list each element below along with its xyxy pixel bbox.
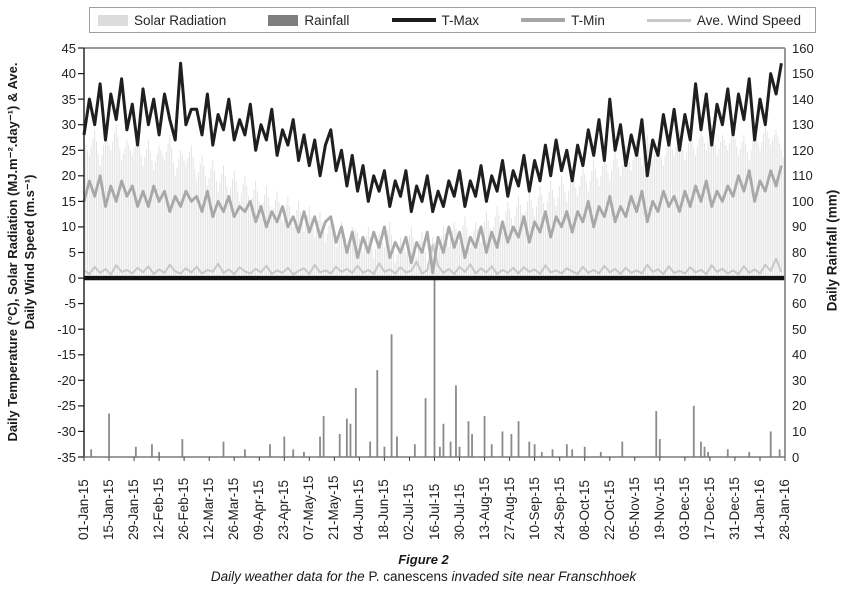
figure-caption: Figure 2 Daily weather data for the P. c… bbox=[0, 552, 847, 584]
rainfall-bars bbox=[90, 278, 781, 458]
legend-item-tmin: T-Min bbox=[521, 13, 605, 28]
x-axis-tick-label: 15-Jan-15 bbox=[101, 479, 117, 540]
x-axis-tick-label: 24-Sep-15 bbox=[551, 476, 567, 540]
left-axis-tick-label: -20 bbox=[57, 372, 76, 388]
x-axis-tick-label: 28-Jan-16 bbox=[777, 479, 792, 540]
legend-item-tmax: T-Max bbox=[391, 12, 480, 28]
right-axis-tick-label: 20 bbox=[792, 398, 807, 414]
right-axis-tick-label: 140 bbox=[792, 91, 814, 107]
left-axis-tick-label: 40 bbox=[61, 66, 76, 82]
x-axis-tick-label: 14-Jan-16 bbox=[751, 479, 767, 540]
x-axis-tick-label: 21-May-15 bbox=[326, 475, 342, 540]
right-axis-tick-label: 120 bbox=[792, 142, 814, 158]
left-axis-tick-label: -5 bbox=[64, 296, 76, 312]
x-axis-tick-label: 07-May-15 bbox=[301, 475, 317, 540]
legend-label: T-Min bbox=[571, 12, 605, 28]
x-axis-tick-label: 12-Feb-15 bbox=[151, 477, 167, 540]
legend-label: Ave. Wind Speed bbox=[696, 12, 801, 28]
left-axis-tick-label: -30 bbox=[57, 423, 76, 439]
left-axis-tick-label: 10 bbox=[61, 219, 76, 235]
x-axis-tick-label: 05-Nov-15 bbox=[626, 476, 642, 540]
x-axis-tick-label: 09-Apr-15 bbox=[251, 479, 267, 540]
right-axis-tick-label: 40 bbox=[792, 347, 807, 363]
left-axis-tick-label: 0 bbox=[68, 270, 76, 286]
left-axis-tick-label: -10 bbox=[57, 321, 76, 337]
right-axis-tick-label: 130 bbox=[792, 117, 814, 133]
left-axis-tick-label: -35 bbox=[57, 449, 76, 465]
wind-speed-line-swatch-icon bbox=[646, 18, 691, 22]
x-axis-tick-label: 23-Apr-15 bbox=[276, 479, 292, 540]
left-axis-tick-label: 20 bbox=[61, 168, 76, 184]
right-axis-tick-label: 30 bbox=[792, 372, 807, 388]
right-axis-tick-label: 80 bbox=[792, 245, 807, 260]
wind-speed-line bbox=[83, 243, 783, 276]
species-name: P. canescens bbox=[368, 569, 448, 584]
x-axis-tick-label: 26-Feb-15 bbox=[176, 477, 192, 540]
x-axis-tick-label: 18-Jun-15 bbox=[376, 479, 392, 540]
right-axis-tick-label: 0 bbox=[792, 449, 800, 465]
right-axis-tick-label: 160 bbox=[792, 40, 814, 56]
x-axis-tick-label: 30-Jul-15 bbox=[451, 483, 467, 540]
tmax-line-swatch-icon bbox=[391, 18, 436, 22]
solar-radiation-swatch-icon bbox=[98, 14, 128, 26]
rainfall-swatch-icon bbox=[268, 14, 299, 26]
x-axis-tick-label: 29-Jan-15 bbox=[126, 479, 142, 540]
legend-item-solar-radiation: Solar Radiation bbox=[98, 13, 226, 28]
x-axis-tick-label: 19-Nov-15 bbox=[651, 476, 667, 540]
left-axis-tick-label: -15 bbox=[57, 347, 76, 363]
legend-label: T-Max bbox=[441, 12, 480, 28]
right-axis-tick-label: 60 bbox=[792, 296, 807, 312]
right-axis-tick-label: 90 bbox=[792, 219, 807, 235]
axis-tick-marks bbox=[78, 47, 786, 461]
legend-label: Solar Radiation bbox=[134, 12, 227, 28]
left-axis-tick-label: 15 bbox=[61, 193, 76, 209]
right-axis-tick-label: 10 bbox=[792, 423, 807, 439]
x-axis-tick-label: 12-Mar-15 bbox=[201, 477, 217, 540]
x-axis-tick-label: 03-Dec-15 bbox=[676, 476, 692, 540]
t-max-line bbox=[82, 61, 783, 214]
caption-subtitle: Daily weather data for the P. canescens … bbox=[210, 569, 637, 584]
legend-label: Rainfall bbox=[304, 12, 350, 28]
right-axis-tick-label: 110 bbox=[792, 168, 813, 184]
x-axis-tick-label: 10-Sep-15 bbox=[526, 476, 542, 540]
t-min-line bbox=[82, 165, 783, 275]
x-axis-tick-label: 27-Aug-15 bbox=[501, 476, 517, 540]
legend-item-wind-speed: Ave. Wind Speed bbox=[646, 12, 801, 28]
right-axis-tick-label: 50 bbox=[792, 321, 807, 337]
x-axis-tick-label: 04-Jun-15 bbox=[351, 479, 367, 540]
right-axis-tick-label: 150 bbox=[792, 66, 814, 82]
x-axis-tick-label: 16-Jul-15 bbox=[426, 483, 442, 540]
x-axis-tick-label: 31-Dec-15 bbox=[726, 476, 742, 540]
x-axis-tick-label: 22-Oct-15 bbox=[601, 479, 617, 540]
tmin-line-swatch-icon bbox=[521, 18, 566, 22]
x-axis-tick-label: 01-Jan-15 bbox=[76, 479, 91, 540]
x-axis-tick-label: 17-Dec-15 bbox=[701, 476, 717, 540]
x-axis-tick-label: 08-Oct-15 bbox=[576, 479, 592, 540]
left-axis-tick-label: 45 bbox=[61, 40, 76, 56]
right-axis-tick-label: 100 bbox=[792, 193, 814, 209]
right-axis-tick-label: 70 bbox=[792, 270, 807, 286]
legend-item-rainfall: Rainfall bbox=[268, 13, 349, 28]
left-axis-tick-label: 5 bbox=[68, 245, 76, 260]
left-axis-title: Daily Temperature (°C), Solar Radiation … bbox=[5, 62, 37, 442]
left-axis-tick-label: -25 bbox=[57, 398, 76, 414]
x-axis-tick-label: 02-Jul-15 bbox=[401, 483, 417, 540]
left-axis-tick-label: 25 bbox=[61, 142, 76, 158]
x-axis-tick-label: 13-Aug-15 bbox=[476, 476, 492, 540]
left-axis-tick-label: 30 bbox=[61, 117, 76, 133]
zero-axis-line bbox=[84, 275, 785, 281]
left-axis-tick-label: 35 bbox=[61, 91, 76, 107]
right-axis-title: Daily Rainfall (mm) bbox=[824, 189, 840, 312]
caption-title: Figure 2 bbox=[398, 552, 449, 567]
x-axis-tick-label: 26-Mar-15 bbox=[226, 477, 242, 540]
chart-legend: Solar Radiation Rainfall T-Max T-Min Ave… bbox=[89, 7, 816, 33]
